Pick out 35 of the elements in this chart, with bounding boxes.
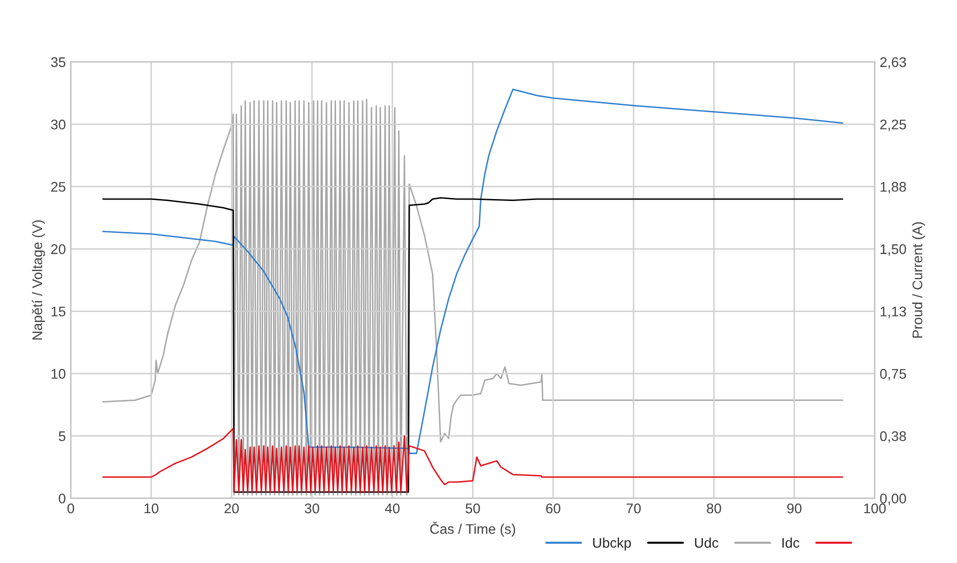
x-tick-label: 10 [144,503,158,514]
x-tick-label: 40 [384,503,400,514]
x-tick-label: 20 [224,503,239,514]
y-tick-label: 20 [51,244,66,254]
y2-tick-label: 2,63 [880,57,906,69]
x-tick-label: 90 [787,503,802,514]
x-tick-label: 0 [68,503,74,514]
legend-label: Ubckp [593,538,631,550]
y2-tick-label: 1,13 [880,306,906,318]
y-tick-label: 15 [52,306,66,316]
x-axis-title: Čas / Time (s) [430,522,516,537]
x-tick-label: 80 [706,503,722,514]
y-tick-label: 0 [58,494,66,504]
y2-tick-label: 0,38 [880,431,906,443]
line-series [102,428,844,493]
legend-label: Udc [695,538,718,548]
y-tick-label: 10 [52,368,66,379]
y2-tick-label: 0,00 [880,494,906,506]
y-tick-label: 5 [58,431,66,442]
x-tick-label: 100 [864,503,886,514]
y-tick-label: 25 [51,182,66,192]
y2-axis-title: Proud / Current (A) [912,222,926,338]
y2-tick-label: 2,25 [880,120,906,132]
line-series [102,197,844,493]
y2-tick-label: 1,88 [880,182,906,194]
y-tick-label: 35 [51,57,66,68]
x-tick-label: 70 [626,503,641,514]
y2-tick-label: 1,50 [880,244,906,256]
y-axis-title: Napětí / Voltage (V) [32,220,45,340]
legend-label: Idc [782,538,800,548]
x-tick-label: 30 [304,503,320,514]
x-tick-label: 60 [546,503,560,514]
y2-tick-label: 0,75 [880,368,906,380]
x-tick-label: 50 [466,503,480,514]
y-tick-label: 30 [51,120,66,130]
